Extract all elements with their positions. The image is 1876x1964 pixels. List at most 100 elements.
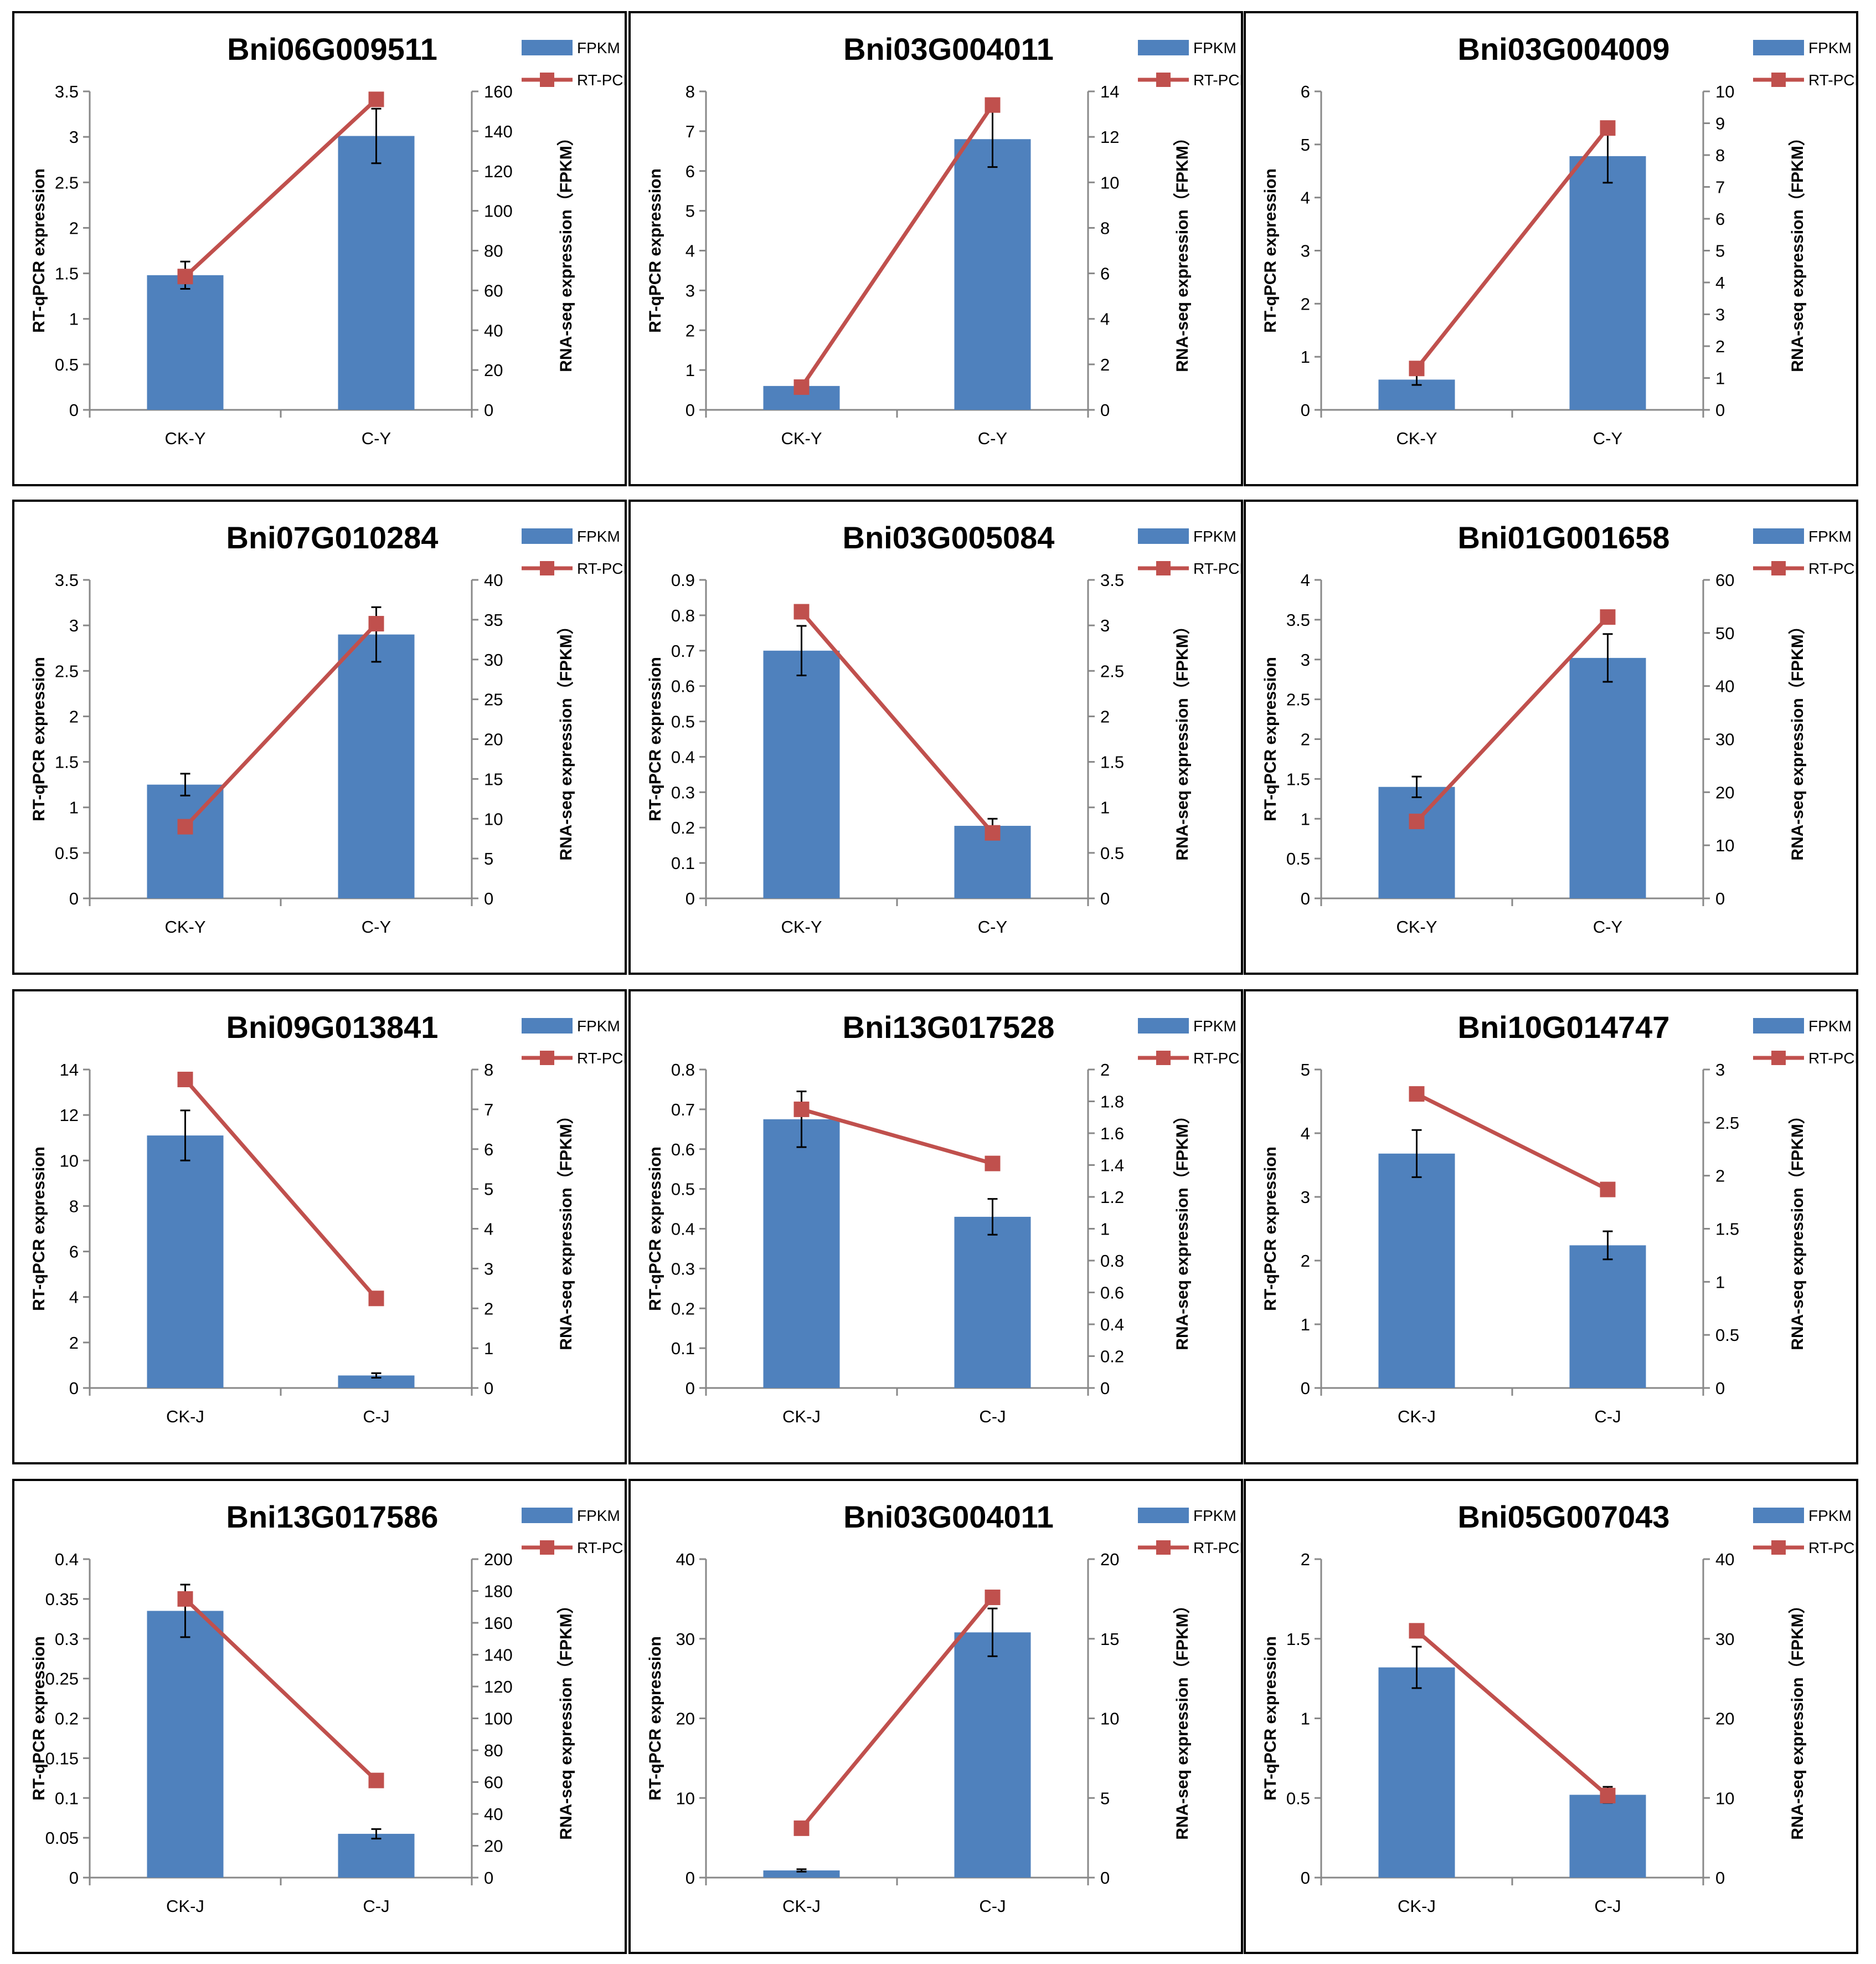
legend-bar-label: FPKM xyxy=(1193,39,1236,56)
y-axis-label-right: RNA-seq expression（FPKM） xyxy=(556,618,575,860)
line-series xyxy=(1415,1092,1609,1191)
y-axis-label-left: RT-qPCR expression xyxy=(1261,657,1280,821)
legend-bar-swatch xyxy=(1753,528,1804,544)
y-tick-label-left: 2 xyxy=(69,707,79,726)
y-tick-label-left: 0.5 xyxy=(671,712,695,732)
y-tick-label-right: 10 xyxy=(1715,1788,1734,1808)
y-tick-label-right: 200 xyxy=(484,1550,513,1569)
y-tick-label-right: 1.5 xyxy=(1715,1220,1739,1239)
legend-bar-label: FPKM xyxy=(1808,1507,1852,1524)
legend-line-label: RT-PCR xyxy=(1193,560,1243,577)
y-tick-label-right: 2 xyxy=(1100,355,1110,374)
y-tick-label-right: 0 xyxy=(1715,889,1725,908)
legend-line-label: RT-PCR xyxy=(1808,1050,1858,1067)
y-tick-label-right: 10 xyxy=(1100,173,1119,192)
y-tick-label-right: 0.5 xyxy=(1715,1325,1739,1345)
y-tick-label-right: 2.5 xyxy=(1100,661,1124,681)
y-tick-label-right: 0 xyxy=(1100,1379,1110,1398)
y-tick-label-left: 0.5 xyxy=(1286,849,1310,868)
y-tick-label-left: 0.3 xyxy=(671,1259,695,1278)
y-tick-label-left: 2 xyxy=(1301,1251,1310,1271)
line-series xyxy=(801,1107,993,1165)
x-tick-label: CK-J xyxy=(782,1896,821,1916)
bar xyxy=(147,275,224,410)
y-tick-label-left: 1.5 xyxy=(55,264,79,284)
y-axis-label-right: RNA-seq expression（FPKM） xyxy=(1788,618,1807,860)
y-tick-label-right: 9 xyxy=(1715,114,1725,133)
line-point xyxy=(177,269,193,285)
line-point xyxy=(177,1071,193,1087)
y-tick-label-right: 5 xyxy=(1715,241,1725,261)
y-axis-label-right: RNA-seq expression（FPKM） xyxy=(1788,1597,1807,1839)
y-tick-label-right: 0.2 xyxy=(1100,1347,1124,1366)
y-tick-label-right: 5 xyxy=(1100,1788,1110,1808)
panel-border xyxy=(628,989,1243,1464)
y-axis-label-left: RT-qPCR expression xyxy=(30,657,48,821)
line-series xyxy=(800,104,994,388)
chart-svg: Bni03G004009 FPKM RT-PCR 0 1 2 3 4 5 6 0 1 2 3 4 5 6 7 8 9 1… xyxy=(1244,11,1858,486)
chart-title: Bni03G004011 xyxy=(843,32,1054,66)
y-axis-label-left: RT-qPCR expression xyxy=(30,1146,48,1311)
chart-title: Bni03G004011 xyxy=(843,1499,1054,1534)
legend-line-marker xyxy=(540,73,554,87)
panel-border xyxy=(1244,11,1858,486)
y-tick-label-left: 0.8 xyxy=(671,606,695,625)
y-tick-label-left: 0 xyxy=(686,1868,695,1888)
legend-line-label: RT-PCR xyxy=(1193,71,1243,89)
chart-svg: Bni01G001658FPKMRT-PCR00.511.522.533.540… xyxy=(1244,500,1858,975)
chart-title: Bni10G014747 xyxy=(1458,1010,1670,1045)
y-tick-label-right: 0 xyxy=(484,1868,493,1888)
y-tick-label-right: 8 xyxy=(1715,146,1725,165)
chart-panel: Bni07G010284 FPKM RT-PCR 0 0.5 1 1.5 2 2.5 3 3.5 0 5… xyxy=(12,500,627,975)
legend-line-label: RT-PCR xyxy=(577,560,627,577)
y-axis-label-right: RNA-seq expression（FPKM） xyxy=(1788,129,1807,372)
y-tick-label-left: 0.25 xyxy=(45,1669,79,1689)
y-tick-label-right: 160 xyxy=(484,82,513,101)
panel-border xyxy=(12,1479,627,1954)
y-tick-label-right: 10 xyxy=(1715,836,1734,855)
y-tick-label-left: 2 xyxy=(1301,1550,1310,1569)
chart-svg: Bni13G017528 FPKM RT-PCR 0 0.1 0.2 0.3 0.4 0.5 0.… xyxy=(628,989,1243,1464)
legend-line-label: RT-PCR xyxy=(1808,560,1858,577)
y-tick-label-right: 120 xyxy=(484,1677,513,1696)
y-axis-label-left: RT-qPCR expression xyxy=(30,168,48,333)
y-tick-label-left: 0.15 xyxy=(45,1749,79,1768)
y-tick-label-right: 1 xyxy=(1715,1272,1725,1292)
line-point xyxy=(1600,1787,1616,1803)
y-tick-label-right: 0.4 xyxy=(1100,1315,1124,1334)
y-tick-label-left: 0.2 xyxy=(671,818,695,837)
legend-bar-label: FPKM xyxy=(577,39,620,56)
legend-line-marker xyxy=(1156,1051,1171,1065)
x-tick-label: CK-J xyxy=(166,1407,204,1426)
legend-bar-label: FPKM xyxy=(1193,1507,1236,1524)
chart-panel: Bni10G014747 FPKM RT-PCR 0 1 2 3 4 5 0 0.5 1 1.5 2 2.5… xyxy=(1244,989,1858,1464)
y-tick-label-right: 140 xyxy=(484,122,513,141)
y-tick-label-right: 4 xyxy=(1715,273,1725,292)
y-tick-label-left: 0.1 xyxy=(671,854,695,873)
legend-bar-swatch xyxy=(522,528,573,544)
line-series xyxy=(183,622,378,829)
x-tick-label: CK-J xyxy=(1398,1407,1436,1426)
y-tick-label-right: 20 xyxy=(1715,783,1734,802)
y-tick-label-left: 1 xyxy=(1301,347,1310,367)
y-tick-label-right: 3 xyxy=(1715,1060,1725,1079)
y-axis-label-left: RT-qPCR expression xyxy=(30,1636,48,1801)
panel-border xyxy=(1244,500,1858,975)
chart-svg: Bni10G014747 FPKM RT-PCR 0 1 2 3 4 5 0 0.5 1 1.5 2 2.5… xyxy=(1244,989,1858,1464)
bar xyxy=(954,139,1031,410)
legend-bar-label: FPKM xyxy=(1193,1017,1236,1035)
line-series xyxy=(184,1597,378,1782)
chart-panel: Bni03G005084 FPKM RT-PCR 0 0.1 0.2 0.3 0.4 0.5 0.… xyxy=(628,500,1243,975)
y-tick-label-right: 0 xyxy=(484,889,493,908)
y-tick-label-right: 4 xyxy=(1100,310,1110,329)
x-tick-label: C-J xyxy=(1594,1896,1621,1916)
y-tick-label-left: 1 xyxy=(69,310,79,329)
y-axis-label-left: RT-qPCR expression xyxy=(1261,1146,1280,1311)
y-tick-label-left: 0.6 xyxy=(671,677,695,696)
y-tick-label-right: 3 xyxy=(484,1259,493,1278)
chart-panel: Bni01G001658FPKMRT-PCR00.511.522.533.540… xyxy=(1244,500,1858,975)
y-tick-label-left: 2 xyxy=(69,218,79,238)
y-tick-label-right: 0 xyxy=(484,1379,493,1398)
line-series xyxy=(1415,126,1610,370)
legend-line-marker xyxy=(540,1540,554,1555)
